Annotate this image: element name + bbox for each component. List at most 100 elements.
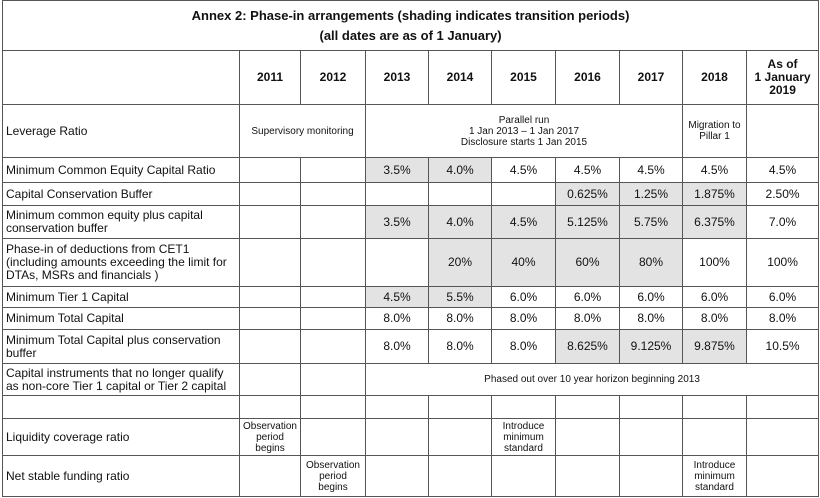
row-label: Phase-in of deductions from CET1 (includi… <box>2 238 240 287</box>
text-line: 2019 <box>769 83 796 97</box>
empty-cell <box>745 455 820 497</box>
empty-cell <box>239 329 301 364</box>
text-line: Parallel run <box>498 114 550 126</box>
text-line: Disclosure starts 1 Jan 2015 <box>460 136 588 148</box>
text-line: 7.0% <box>768 214 797 229</box>
text-line: DTAs, MSRs and financials ) <box>6 268 159 282</box>
empty-cell <box>619 395 683 419</box>
cell: Observation period begins <box>300 455 366 497</box>
text-line: Minimum Total Capital plus conservation <box>6 332 221 347</box>
table-row: Minimum common equity plus capital conser… <box>2 205 820 239</box>
text-line: period <box>256 431 284 443</box>
empty-cell <box>365 238 429 287</box>
text-line: 8.0% <box>700 311 729 325</box>
empty-cell <box>555 395 620 419</box>
empty-cell <box>300 329 366 364</box>
cell: 8.0% <box>619 307 683 330</box>
empty-cell <box>239 455 301 497</box>
cell: Introduce minimum standard <box>491 418 556 456</box>
empty-cell <box>428 455 492 497</box>
text-line: 4.5% <box>509 162 538 177</box>
cell: 8.0% <box>491 307 556 330</box>
empty-cell <box>428 418 492 456</box>
empty-cell <box>300 307 366 330</box>
text-line: 6.375% <box>694 214 735 229</box>
empty-cell <box>619 418 683 456</box>
empty-cell <box>300 182 366 206</box>
text-line: Supervisory monitoring <box>251 125 354 137</box>
text-line: 8.0% <box>637 311 665 325</box>
text-line: 2011 <box>256 70 284 84</box>
text-line: standard <box>504 442 543 454</box>
row-label: Minimum Total Capital plus conservation b… <box>2 329 240 364</box>
header-row: 2011 2012 2013 2014 2015 2016 2017 2018 As of 1 J… <box>2 50 820 105</box>
table-row: Net stable funding ratio Observation perio… <box>2 455 820 497</box>
empty-cell <box>300 363 366 396</box>
cell: 7.0% <box>745 205 820 239</box>
cell: 8.0% <box>428 307 492 330</box>
empty-cell <box>300 418 366 456</box>
text-line: Introduce <box>693 459 736 471</box>
text-line: Leverage Ratio <box>6 123 88 138</box>
row-label: Liquidity coverage ratio <box>2 418 240 456</box>
cell: Introduce minimum standard <box>682 455 747 497</box>
empty-cell <box>365 182 429 206</box>
text-line: minimum <box>694 470 735 482</box>
empty-cell <box>682 395 747 419</box>
empty-cell <box>239 286 301 308</box>
empty-cell <box>365 395 429 419</box>
table-row: Phase-in of deductions from CET1 (includi… <box>2 238 820 287</box>
empty-cell <box>428 182 492 206</box>
table-row: Capital instruments that no longer quali… <box>2 363 820 396</box>
column-header: 2013 <box>365 50 429 105</box>
text-line: Phased out over 10 year horizon beginnin… <box>484 374 700 385</box>
empty-cell <box>239 307 301 330</box>
row-label: Minimum Tier 1 Capital <box>2 286 240 308</box>
empty-cell <box>300 205 366 239</box>
text-line: 8.625% <box>567 339 608 353</box>
text-line: 2017 <box>637 70 665 84</box>
text-line: 5.5% <box>446 289 474 304</box>
cell: 4.0% <box>428 157 492 183</box>
text-line: 2014 <box>446 70 474 84</box>
row-label: Leverage Ratio <box>2 104 240 158</box>
table-row: Minimum Total Capital plus conservation b… <box>2 329 820 364</box>
cell: 4.0% <box>428 205 492 239</box>
text-line: begins <box>255 442 285 454</box>
text-line: 9.125% <box>630 339 672 353</box>
text-line: buffer <box>6 345 37 360</box>
column-header: 2018 <box>682 50 747 105</box>
text-line: 8.0% <box>446 311 474 325</box>
header-corner <box>2 50 240 105</box>
text-line: minimum <box>503 431 544 443</box>
column-header: 2014 <box>428 50 492 105</box>
text-line: 8.0% <box>383 311 411 325</box>
text-line: 40% <box>511 255 536 269</box>
empty-cell <box>300 395 366 419</box>
table-row: Leverage Ratio Supervisory monitoring Para… <box>2 104 820 158</box>
text-line: 4.5% <box>637 162 665 177</box>
text-line: As of <box>767 57 798 71</box>
empty-cell <box>555 418 620 456</box>
text-line: 100% <box>767 255 798 269</box>
cell: Parallel run 1 Jan 2013 – 1 Jan 2017 Discl… <box>365 104 683 158</box>
text-line: Observation <box>306 459 360 471</box>
row-label <box>2 395 240 419</box>
cell: 6.0% <box>619 286 683 308</box>
text-line: 4.5% <box>700 162 729 177</box>
text-line: 2018 <box>701 70 728 84</box>
text-line: 4.0% <box>446 214 474 229</box>
text-line: 1.875% <box>694 186 735 201</box>
text-line: 2015 <box>510 70 537 84</box>
text-line: 1 January <box>754 70 811 84</box>
cell: 8.0% <box>745 307 820 330</box>
cell: 4.5% <box>491 157 556 183</box>
cell: 8.0% <box>428 329 492 364</box>
empty-cell <box>365 455 429 497</box>
empty-cell <box>239 363 301 396</box>
row-label: Capital Conservation Buffer <box>2 182 240 206</box>
cell: 5.5% <box>428 286 492 308</box>
text-line: as non-core Tier 1 capital or Tier 2 cap… <box>6 378 227 393</box>
table-title: Annex 2: Phase-in arrangements (shading … <box>1 0 820 51</box>
